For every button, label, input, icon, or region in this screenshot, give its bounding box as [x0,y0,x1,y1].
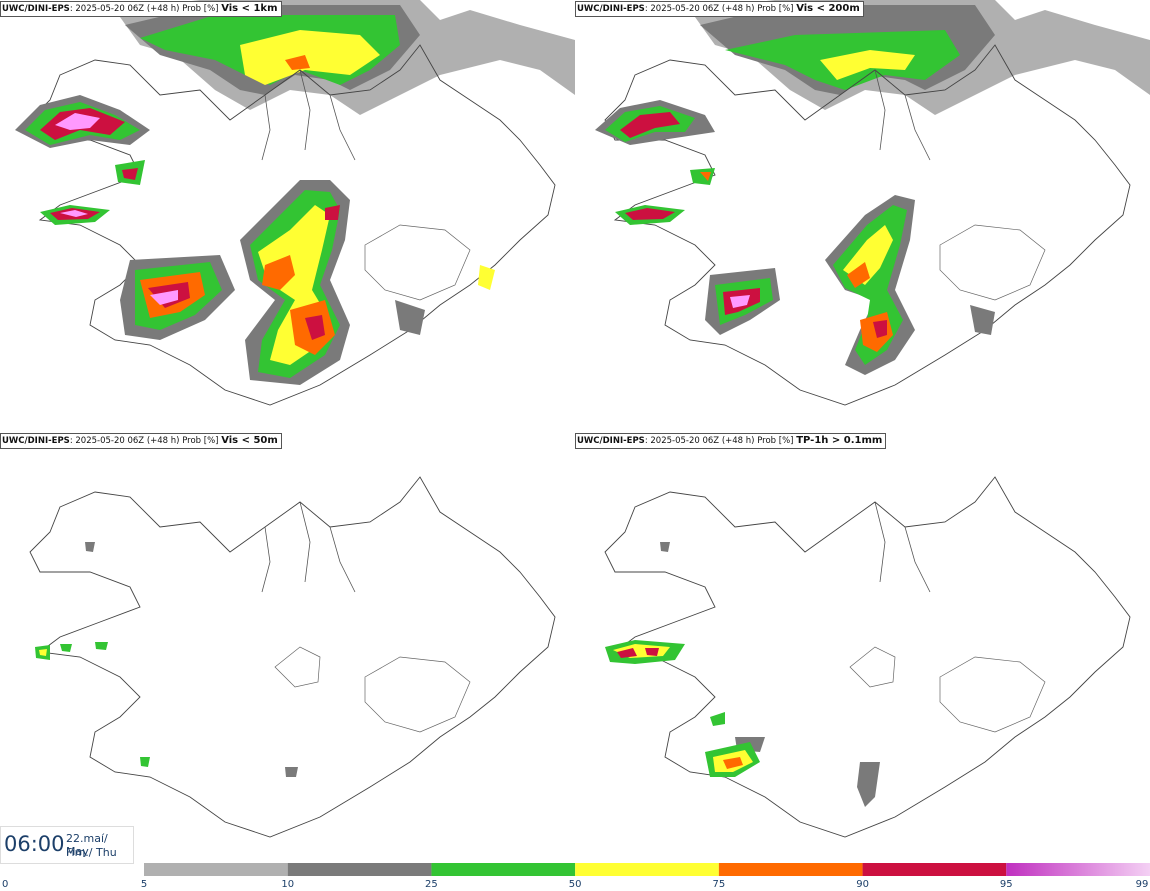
legend-swatch [431,863,576,876]
legend-swatch [862,863,1007,876]
map-vis-1km [15,0,575,406]
legend-tick-label: 0 [2,879,8,890]
legend-tick-label: 95 [1000,879,1013,890]
valid-time-box: 06:00 22.maí/ May Fim./ Thu [0,826,134,864]
valid-date-line1: 22.maí/ May [66,832,108,858]
model-source: UWC/DINI-EPS [577,4,645,14]
legend-swatch [575,863,719,876]
model-source: UWC/DINI-EPS [2,4,70,14]
run-info: 2025-05-20 06Z (+48 h) Prob [%] [650,436,794,446]
valid-date-line2: Fim./ Thu [66,846,117,859]
variable-name: Vis < 50m [221,435,278,446]
legend-tick-label: 50 [569,879,582,890]
color-legend: 0 5 10 25 50 75 90 95 99 [0,860,1150,891]
valid-time-clock: 06:00 [4,832,65,856]
model-source: UWC/DINI-EPS [2,436,70,446]
legend-swatch [718,863,863,876]
run-info: 2025-05-20 06Z (+48 h) Prob [%] [75,4,219,14]
legend-tick-label: 99 [1136,879,1149,890]
variable-name: Vis < 1km [221,3,278,14]
legend-swatch [287,863,432,876]
panel-vis-1km: UWC/DINI-EPS: 2025-05-20 06Z (+48 h) Pro… [0,0,575,430]
panel-title: UWC/DINI-EPS: 2025-05-20 06Z (+48 h) Pro… [575,1,864,17]
panel-title: UWC/DINI-EPS: 2025-05-20 06Z (+48 h) Pro… [575,433,887,449]
model-source: UWC/DINI-EPS [577,436,645,446]
run-info: 2025-05-20 06Z (+48 h) Prob [%] [75,436,219,446]
panel-title: UWC/DINI-EPS: 2025-05-20 06Z (+48 h) Pro… [0,1,282,17]
run-info: 2025-05-20 06Z (+48 h) Prob [%] [650,4,794,14]
panel-tp-1h: UWC/DINI-EPS: 2025-05-20 06Z (+48 h) Pro… [575,432,1150,862]
panel-title: UWC/DINI-EPS: 2025-05-20 06Z (+48 h) Pro… [0,433,282,449]
map-vis-50m [29,476,556,838]
legend-swatch [144,863,288,876]
variable-name: TP-1h > 0.1mm [796,435,883,446]
legend-tick-label: 75 [712,879,725,890]
legend-tick-label: 25 [425,879,438,890]
legend-tick-label: 10 [281,879,294,890]
panel-vis-50m: UWC/DINI-EPS: 2025-05-20 06Z (+48 h) Pro… [0,432,575,862]
legend-swatch [1006,863,1150,876]
map-tp-1h [604,476,1131,838]
map-vis-200m [595,0,1150,406]
legend-tick-label: 5 [141,879,147,890]
legend-tick-label: 90 [856,879,869,890]
panel-vis-200m: UWC/DINI-EPS: 2025-05-20 06Z (+48 h) Pro… [575,0,1150,430]
legend-bar: 0 5 10 25 50 75 90 95 99 [2,863,1150,890]
variable-name: Vis < 200m [796,3,860,14]
